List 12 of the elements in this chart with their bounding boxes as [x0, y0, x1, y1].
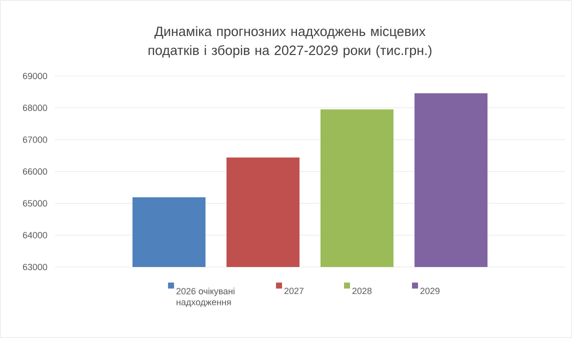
y-tick-label: 65000	[23, 200, 48, 207]
y-tick-label: 66000	[23, 168, 48, 175]
legend-label: 2029	[420, 288, 440, 294]
y-tick-label: 69000	[23, 72, 48, 80]
y-tick-label: 63000	[23, 264, 48, 270]
y-tick-label: 68000	[23, 104, 48, 112]
y-tick-label: 67000	[23, 136, 48, 143]
legend-label: 2028	[352, 288, 372, 294]
y-tick-label: 64000	[23, 232, 48, 238]
legend-label: 2027	[284, 288, 304, 294]
chart-title: Динаміка прогнозних надходжень місцевих податків і зборів на 2027-2029 роки (тис.грн.)	[148, 26, 432, 58]
legend-label: 2026 очікувані надходження	[176, 288, 234, 307]
